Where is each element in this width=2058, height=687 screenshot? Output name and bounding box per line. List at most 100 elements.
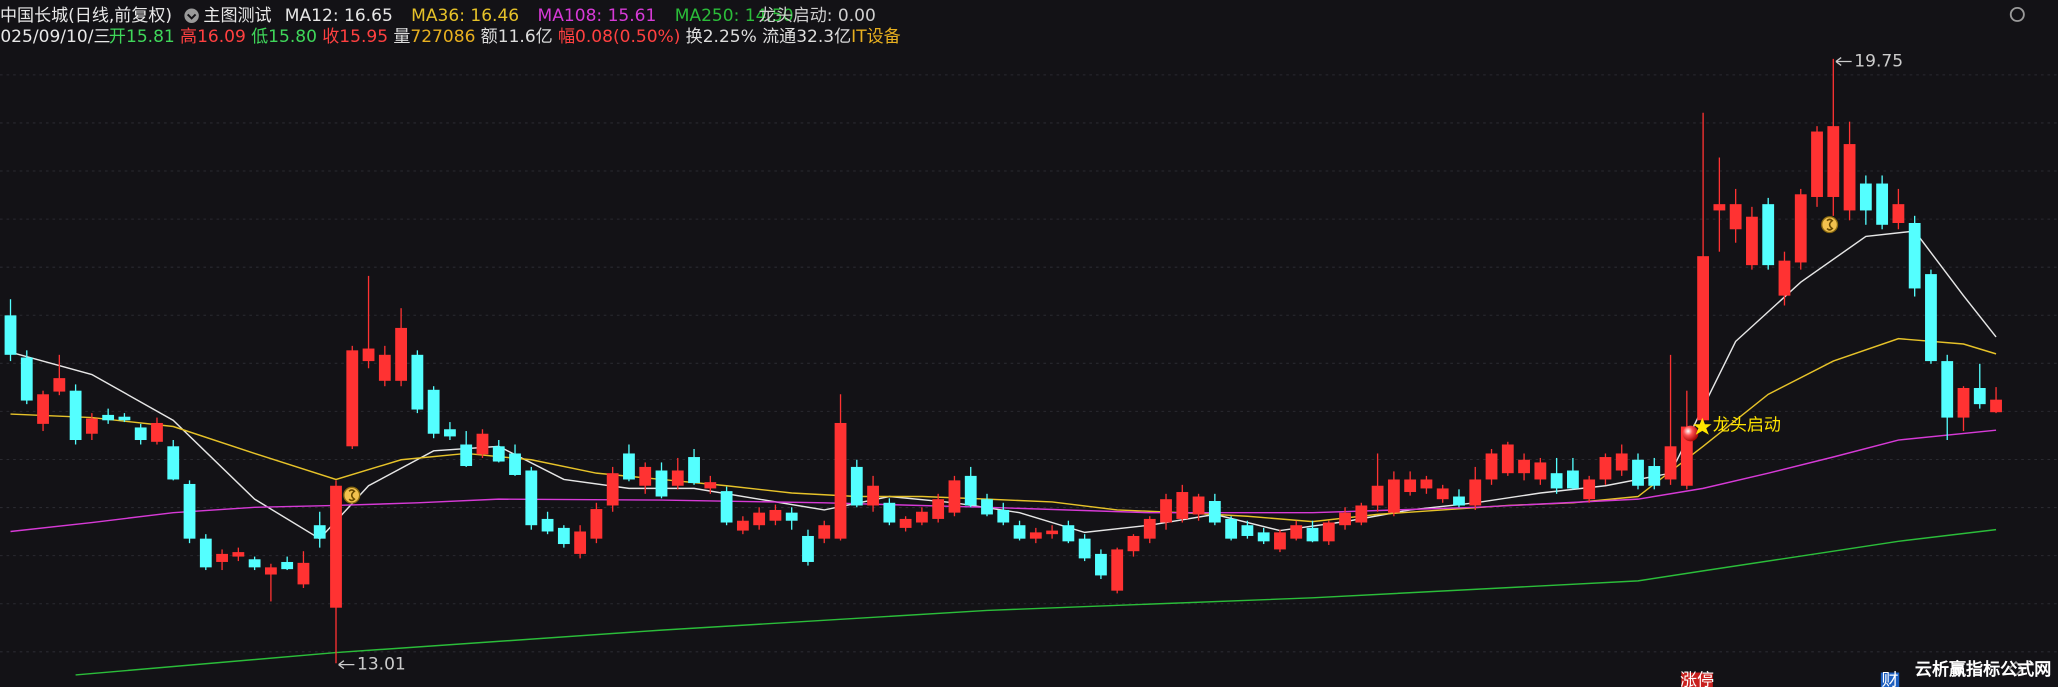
candle-body bbox=[1664, 446, 1677, 480]
candle-body bbox=[1274, 532, 1286, 550]
candle-body bbox=[151, 422, 163, 442]
candle-body bbox=[981, 499, 993, 515]
quote-label: 量 bbox=[393, 27, 410, 47]
candle-body bbox=[720, 491, 733, 523]
annotations: 19.75 13.01 bbox=[338, 52, 1903, 675]
candle-body bbox=[753, 512, 766, 526]
candle-body bbox=[492, 446, 505, 462]
money-bag-icon bbox=[343, 486, 361, 504]
candle-body bbox=[1371, 485, 1384, 506]
candle-body bbox=[688, 457, 700, 484]
candle-body bbox=[623, 453, 635, 480]
ma-line bbox=[10, 230, 1997, 540]
quote-label: 额 bbox=[481, 27, 498, 47]
indicator-icon[interactable] bbox=[184, 8, 199, 23]
quote-value: 0.08(0.50%) bbox=[575, 27, 680, 47]
legend: MA12: 16.65 MA36: 16.46 MA108: 15.61 MA250:… bbox=[285, 6, 794, 26]
candle-body bbox=[606, 473, 619, 506]
candle-body bbox=[1143, 518, 1156, 539]
ma-line bbox=[75, 528, 1997, 676]
candle-body bbox=[1111, 549, 1124, 591]
tag-finance[interactable]: 财 bbox=[1881, 670, 1898, 687]
candle-body bbox=[639, 466, 652, 486]
candle-body bbox=[1599, 457, 1612, 480]
quote-value: 15.81 bbox=[126, 27, 175, 47]
candle-body bbox=[1990, 399, 2002, 413]
candle-body bbox=[1925, 274, 1937, 362]
candle-body bbox=[232, 552, 245, 557]
quote-value: 15.95 bbox=[339, 27, 388, 47]
candle-body bbox=[1241, 525, 1254, 536]
candle-body bbox=[85, 418, 98, 434]
candle-body bbox=[4, 315, 17, 355]
quote-value: 11.6亿 bbox=[498, 27, 553, 47]
candle-body bbox=[1827, 126, 1840, 197]
candle-body bbox=[1013, 525, 1026, 539]
candle-body bbox=[216, 553, 228, 562]
candle-body bbox=[1420, 479, 1433, 489]
candle-body bbox=[1208, 500, 1221, 523]
candle-body bbox=[834, 422, 847, 539]
settings-icon[interactable] bbox=[2009, 6, 2025, 22]
quote-value: 15.80 bbox=[268, 27, 317, 47]
quote-label: 幅 bbox=[558, 27, 575, 47]
candle-body bbox=[1176, 492, 1189, 519]
candle-body bbox=[102, 414, 115, 421]
ma-line bbox=[10, 337, 1997, 523]
diamond-icon[interactable] bbox=[2008, 660, 2024, 677]
candle-body bbox=[199, 538, 212, 568]
legend-entry: MA12: 16.65 bbox=[285, 6, 393, 26]
candle-body bbox=[769, 509, 782, 521]
candle-body bbox=[330, 485, 342, 608]
quote-value: IT设备 bbox=[851, 27, 901, 47]
candle-body bbox=[1908, 222, 1921, 289]
extreme-label: 19.75 bbox=[1854, 52, 1903, 72]
candle-body bbox=[997, 509, 1010, 523]
candle-body bbox=[818, 525, 831, 539]
candle-body bbox=[785, 512, 798, 521]
candle-body bbox=[1469, 479, 1482, 506]
indicator-readout: 龙头启动: 0.00 bbox=[759, 6, 876, 26]
tag-box bbox=[1681, 672, 1713, 687]
quote-label: 收 bbox=[322, 27, 339, 47]
signal-ball bbox=[1682, 425, 1699, 442]
candle-body bbox=[1046, 530, 1059, 535]
candle-body bbox=[1387, 479, 1400, 513]
extreme-arrow bbox=[338, 660, 355, 670]
candle-body bbox=[1550, 473, 1563, 489]
quote-label: 换 bbox=[686, 27, 703, 47]
candle-body bbox=[509, 453, 521, 475]
candle-body bbox=[20, 357, 33, 401]
tag-limit-up[interactable]: 涨停 bbox=[1680, 670, 1714, 687]
quote-label: 高 bbox=[180, 27, 197, 47]
candle-body bbox=[964, 475, 977, 506]
candle-body bbox=[1485, 453, 1498, 480]
candle-body bbox=[37, 394, 49, 424]
candle-body bbox=[1713, 204, 1726, 211]
candle-body bbox=[1746, 216, 1758, 266]
candle-body bbox=[167, 446, 180, 480]
candle-body bbox=[362, 348, 375, 362]
tag-box bbox=[1880, 672, 1900, 687]
candle-body bbox=[297, 562, 310, 585]
candle-body bbox=[590, 509, 603, 539]
candle-body bbox=[1957, 387, 1970, 418]
candle-body bbox=[134, 427, 147, 441]
candle-body bbox=[1322, 522, 1335, 542]
candle-body bbox=[1697, 256, 1710, 421]
candle-body bbox=[1355, 505, 1368, 523]
candle-body bbox=[850, 466, 863, 506]
candle-body bbox=[1290, 525, 1303, 539]
candle-body bbox=[1973, 387, 1986, 405]
candle-body bbox=[802, 535, 814, 562]
quote-label: 低 bbox=[251, 27, 268, 47]
candle-body bbox=[1615, 453, 1628, 471]
signal-star bbox=[1693, 417, 1712, 435]
candle-body bbox=[736, 520, 749, 531]
candle-body bbox=[346, 350, 359, 447]
candle-body bbox=[1680, 426, 1693, 486]
indicator-name[interactable]: 主图测试 bbox=[203, 6, 271, 26]
candle-body bbox=[655, 470, 668, 497]
candle-body bbox=[476, 433, 489, 455]
